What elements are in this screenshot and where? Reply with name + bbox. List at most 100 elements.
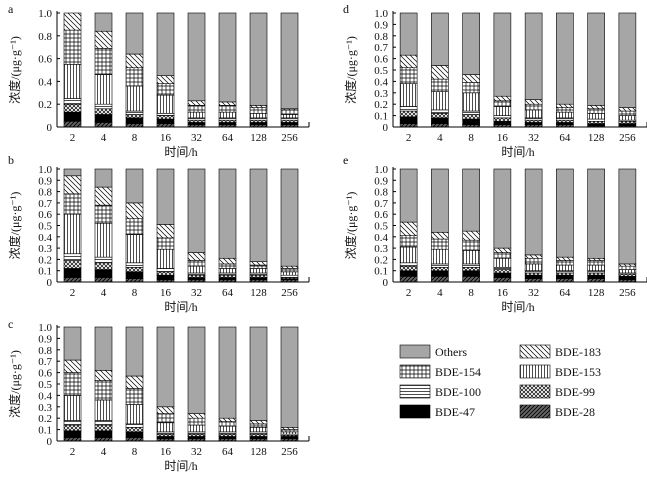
bar-segment-bde-183: [280, 265, 299, 269]
panel-label: b: [8, 153, 14, 167]
y-tick-label: 0: [47, 277, 53, 289]
bar-segment-bde-153: [462, 250, 480, 265]
legend-label: BDE-47: [435, 405, 475, 419]
y-tick-label: 0.4: [38, 76, 52, 88]
bar-segment-bde-154: [94, 380, 113, 401]
bar-segment-bde-100: [524, 270, 543, 274]
y-tick-label: 0.4: [374, 232, 388, 244]
bar-segment-bde-154: [431, 238, 449, 250]
y-tick-label: 0.5: [38, 379, 52, 391]
legend-label: BDE-153: [555, 365, 601, 379]
bar-segment-bde-47: [493, 121, 512, 126]
bar-segment-bde-47: [587, 274, 605, 279]
x-tick-label: 2: [70, 287, 76, 299]
bar-segment-bde-154: [280, 429, 299, 433]
x-tick-label: 8: [132, 446, 138, 458]
bar-segment-bde-153: [556, 264, 574, 271]
y-axis-label: 浓度/(μg·g⁻¹): [343, 192, 358, 260]
legend-label: BDE-154: [435, 365, 481, 379]
bar-segment-bde-100: [556, 117, 574, 121]
bar-segment-others: [524, 12, 543, 100]
bar-segment-bde-154: [125, 218, 144, 235]
bar-segment-bde-100: [218, 431, 237, 435]
bar-segment-others: [218, 326, 237, 419]
y-tick-label: 0.5: [374, 221, 388, 233]
bar-segment-bde-99: [125, 427, 144, 433]
y-tick-label: 1.0: [38, 322, 52, 334]
bar-segment-bde-100: [187, 117, 206, 121]
bar-segment-bde-99: [431, 113, 449, 119]
bar-segment-bde-154: [218, 263, 237, 269]
y-tick-label: 1.0: [38, 164, 52, 176]
bar-segment-bde-154: [280, 268, 299, 273]
bar-segment-others: [125, 12, 144, 55]
bar-segment-bde-183: [493, 247, 512, 253]
bar-segment-bde-47: [462, 118, 480, 126]
bar-segment-bde-183: [94, 370, 113, 381]
bar-segment-others: [156, 168, 175, 225]
x-tick-label: 128: [588, 132, 605, 144]
bar-segment-bde-47: [556, 274, 574, 279]
plot-area: a 2 4 8 16 32 64 128 256 0 0.2 0.4 0.6 0.8 1.0 时间/h 浓度/(…: [7, 2, 647, 473]
bar-segment-bde-99: [125, 267, 144, 273]
x-tick-label: 32: [528, 132, 539, 144]
bar-segment-bde-100: [280, 274, 299, 278]
y-tick-label: 0.6: [374, 54, 388, 66]
legend-item-bde-99: BDE-99: [519, 384, 595, 399]
bar-segment-others: [187, 326, 206, 414]
bar-segment-bde-154: [493, 252, 512, 259]
bar-segment-bde-153: [63, 395, 82, 421]
y-tick-label: 0.7: [38, 198, 52, 210]
legend-label: BDE-99: [555, 385, 595, 399]
bar-segment-bde-183: [249, 105, 268, 108]
bar-segment-others: [431, 168, 449, 233]
bar-segment-bde-99: [249, 274, 268, 278]
bar-segment-bde-154: [493, 100, 512, 107]
panel-label: c: [8, 317, 13, 331]
bar-segment-bde-183: [587, 257, 605, 261]
legend-item-bde-28: BDE-28: [519, 404, 595, 419]
bar-segment-bde-47: [218, 277, 237, 281]
bar-segment-bde-99: [63, 424, 82, 432]
bar-segment-bde-153: [187, 111, 206, 119]
bar-segment-bde-154: [587, 260, 605, 266]
bar-segment-bde-154: [618, 110, 637, 116]
y-tick-label: 1.0: [38, 8, 52, 20]
y-tick-label: 0.9: [374, 19, 388, 31]
bar-segment-bde-153: [94, 399, 113, 421]
bar-segment-bde-47: [63, 268, 82, 278]
y-tick-label: 0: [47, 436, 53, 448]
bar-segment-bde-99: [618, 273, 637, 277]
bar-segment-bde-153: [493, 257, 512, 268]
y-tick-label: 0.5: [38, 221, 52, 233]
legend-item-bde-154: BDE-154: [399, 364, 481, 379]
bar-segment-bde-28: [399, 276, 418, 283]
bar-segment-bde-28: [431, 123, 449, 128]
bar-segment-bde-99: [493, 117, 512, 122]
bar-segment-bde-28: [125, 123, 144, 128]
y-tick-label: 0.2: [374, 254, 388, 266]
y-tick-label: 0.8: [38, 345, 52, 357]
bar-segment-others: [125, 168, 144, 204]
x-tick-label: 8: [468, 132, 474, 144]
bar-segment-bde-28: [399, 123, 418, 128]
x-tick-label: 16: [497, 287, 509, 299]
bar-segment-bde-183: [125, 202, 144, 220]
legend-swatch: [519, 404, 551, 419]
bar-segment-bde-47: [587, 123, 605, 127]
bar-segment-bde-99: [156, 271, 175, 276]
bar-segment-bde-154: [156, 83, 175, 96]
bar-segment-bde-99: [556, 272, 574, 276]
bar-segment-others: [493, 12, 512, 97]
y-axis-label: 浓度/(μg·g⁻¹): [7, 192, 22, 260]
x-tick-label: 16: [497, 132, 509, 144]
bar-segment-others: [249, 326, 268, 421]
bar-segment-bde-153: [280, 431, 299, 435]
bar-segment-bde-47: [618, 276, 637, 281]
bar-segment-bde-28: [431, 276, 449, 283]
bar-segment-bde-154: [94, 204, 113, 224]
bar-segment-bde-153: [125, 85, 144, 112]
bar-segment-bde-47: [94, 114, 113, 123]
y-tick-label: 0.6: [38, 209, 52, 221]
bar-segment-bde-99: [94, 262, 113, 270]
